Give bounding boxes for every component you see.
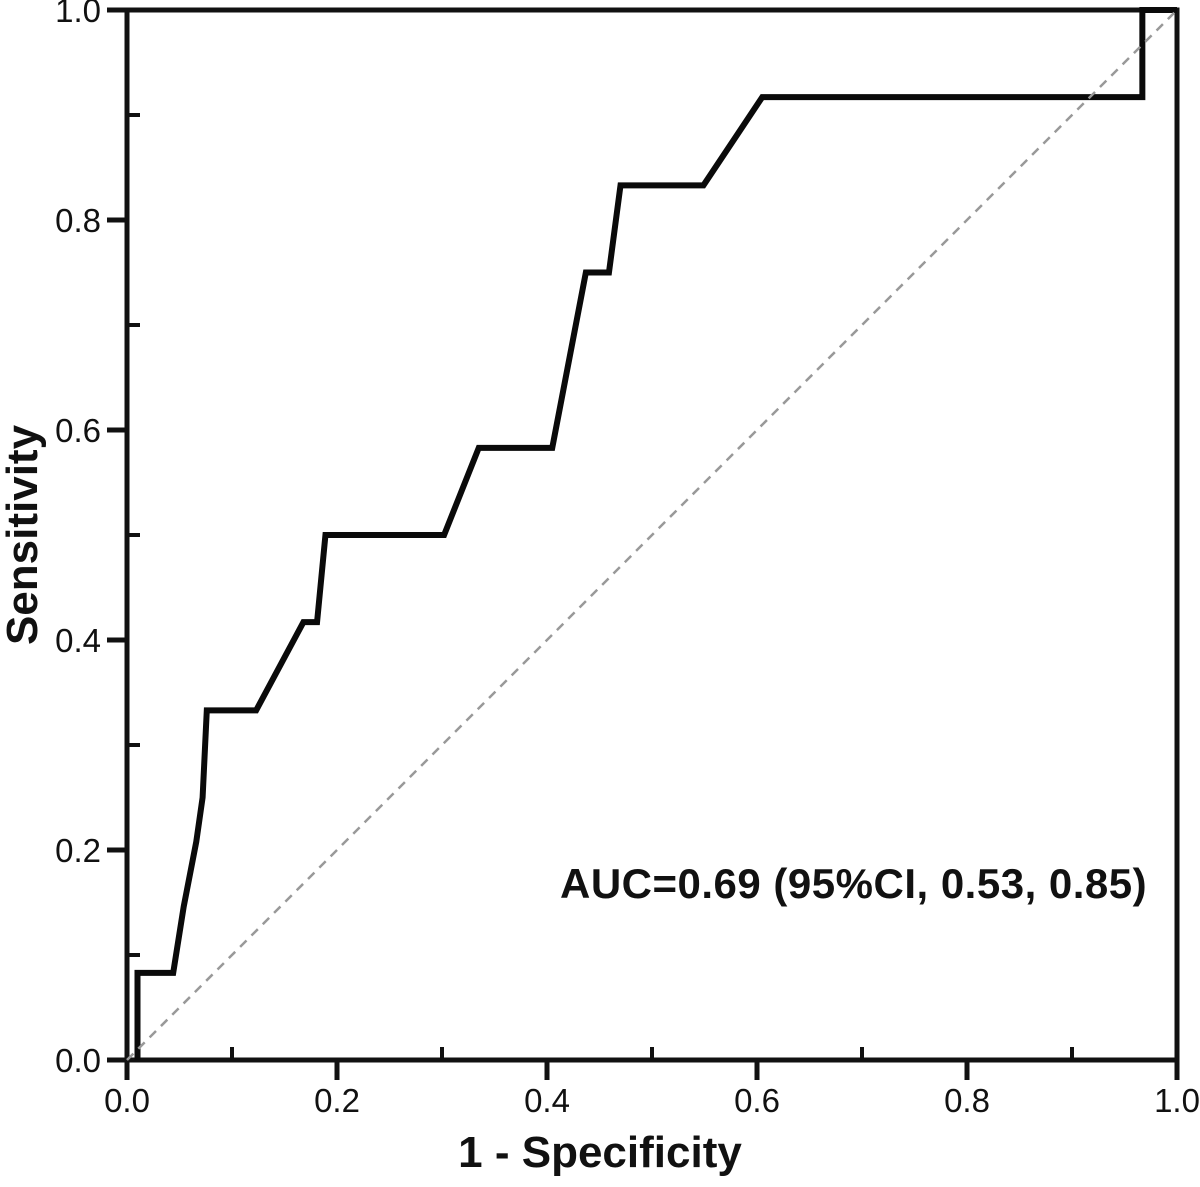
x-tick-label: 0.2 bbox=[314, 1082, 360, 1119]
y-tick-label: 0.8 bbox=[55, 202, 101, 239]
y-axis-title: Sensitivity bbox=[0, 424, 47, 646]
y-tick-label: 0.6 bbox=[55, 412, 101, 449]
x-tick-label: 0.8 bbox=[944, 1082, 990, 1119]
y-tick-label: 0.2 bbox=[55, 832, 101, 869]
x-axis-title: 1 - Specificity bbox=[458, 1128, 742, 1177]
roc-curve bbox=[134, 7, 1177, 1060]
y-tick-label: 0.0 bbox=[55, 1042, 101, 1079]
x-tick-label: 1.0 bbox=[1154, 1082, 1200, 1119]
reference-diagonal bbox=[126, 9, 1178, 1061]
y-tick-label: 0.4 bbox=[55, 622, 101, 659]
auc-annotation: AUC=0.69 (95%CI, 0.53, 0.85) bbox=[560, 860, 1148, 907]
x-tick-label: 0.4 bbox=[524, 1082, 570, 1119]
x-tick-label: 0.6 bbox=[734, 1082, 780, 1119]
x-tick-label: 0.0 bbox=[104, 1082, 150, 1119]
y-tick-label: 1.0 bbox=[55, 0, 101, 29]
